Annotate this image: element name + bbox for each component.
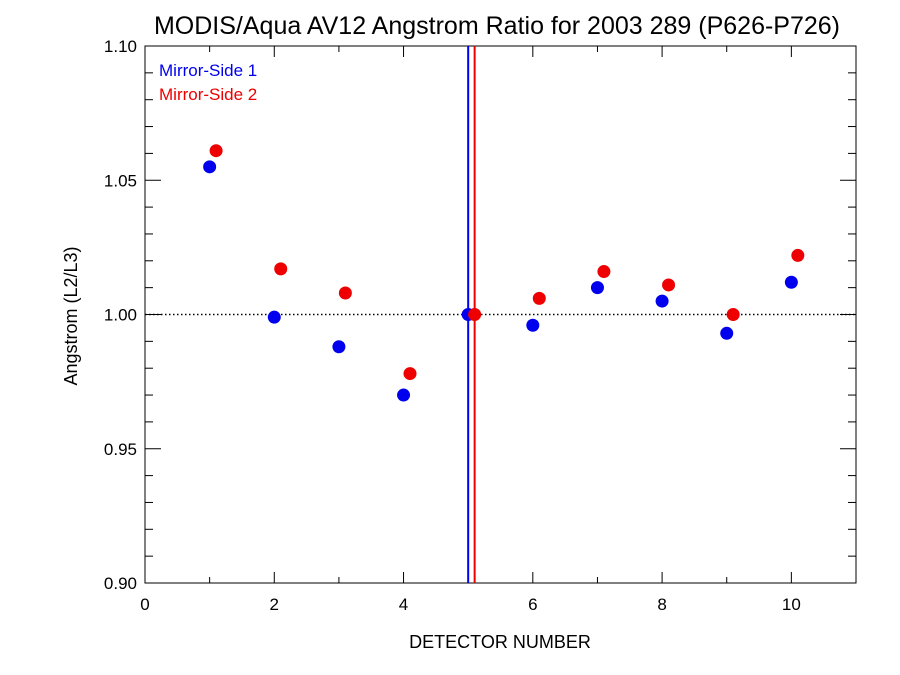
y-tick-label: 0.95 <box>104 440 137 459</box>
x-tick-label: 0 <box>140 595 149 614</box>
y-axis-label: Angstrom (L2/L3) <box>61 246 81 385</box>
data-point-series-2 <box>791 248 805 262</box>
legend: Mirror-Side 1 Mirror-Side 2 <box>159 61 257 104</box>
data-point-series-2 <box>662 278 676 292</box>
data-point-series-1 <box>720 326 734 340</box>
data-point-series-1 <box>203 160 217 174</box>
data-point-series-1 <box>526 318 540 332</box>
data-point-series-1 <box>590 281 604 295</box>
data-point-series-1 <box>267 310 281 324</box>
data-point-series-1 <box>784 275 798 289</box>
data-point-series-2 <box>403 367 417 381</box>
chart-title: MODIS/Aqua AV12 Angstrom Ratio for 2003 … <box>154 12 840 40</box>
x-axis-label: DETECTOR NUMBER <box>409 632 591 652</box>
y-tick-label: 0.90 <box>104 574 137 593</box>
plot-area: 0 2 4 6 8 10 0.90 0.95 1.00 1.05 1.10 <box>104 37 857 614</box>
x-tick-label: 6 <box>528 595 537 614</box>
y-tick-label: 1.05 <box>104 171 137 190</box>
data-point-series-2 <box>338 286 352 300</box>
x-tick-label: 10 <box>782 595 801 614</box>
x-tick-label: 8 <box>657 595 666 614</box>
data-point-series-2 <box>209 144 223 158</box>
data-point-series-2 <box>532 291 546 305</box>
x-tick-label: 2 <box>270 595 279 614</box>
y-tick-label: 1.10 <box>104 37 137 56</box>
x-tick-label: 4 <box>399 595 408 614</box>
data-point-series-1 <box>332 340 346 354</box>
data-point-series-2 <box>726 308 740 321</box>
data-point-series-2 <box>274 262 288 276</box>
data-point-series-2 <box>468 308 482 321</box>
data-point-series-1 <box>655 294 669 308</box>
legend-entry-mirror-side-1: Mirror-Side 1 <box>159 61 257 80</box>
data-point-series-2 <box>597 265 611 279</box>
legend-entry-mirror-side-2: Mirror-Side 2 <box>159 85 257 104</box>
y-tick-label: 1.00 <box>104 306 137 325</box>
data-point-series-1 <box>397 388 411 402</box>
